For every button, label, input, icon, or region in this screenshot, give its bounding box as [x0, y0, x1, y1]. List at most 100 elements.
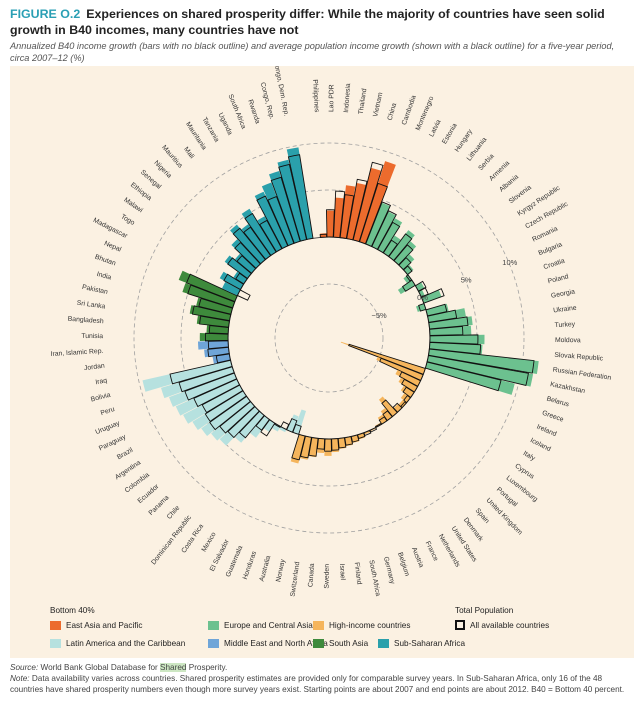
legend-title-bottom40-text: Bottom 40%: [50, 606, 95, 615]
bar-total-india-77: [198, 297, 234, 315]
bar-b40-jordan-71: [204, 347, 230, 358]
bar-b40-tunisia-73: [199, 333, 229, 341]
country-label-congo-rep-93: Congo, Rep.: [259, 82, 275, 121]
country-label-pakistan-76: Pakistan: [81, 284, 108, 296]
bar-total-sri-lanka-75: [199, 315, 230, 328]
bar-total-sweden-49: [324, 438, 332, 452]
bar-total-uruguay-67: [184, 372, 238, 401]
bar-b40-switzerland-51: [308, 437, 319, 458]
country-label-tunisia-73: Tunisia: [81, 333, 103, 340]
legend-item-lac: Latin America and the Caribbean: [50, 639, 185, 648]
country-label-finland-47: Finland: [353, 562, 363, 585]
bar-total-nepal-79: [186, 273, 238, 303]
country-label-romania-18: Romania: [531, 225, 559, 243]
country-label-ireland-31: Ireland: [536, 424, 558, 439]
bar-total-norway-52: [300, 435, 313, 459]
bar-total-brazil-65: [201, 384, 244, 414]
bar-total-ecuador-62: [219, 400, 256, 434]
country-label-china-5: China: [387, 102, 399, 121]
country-label-estonia-9: Estonia: [441, 122, 459, 145]
bar-b40-greece-30: [340, 341, 426, 375]
bar-b40-honduras-54: [292, 409, 307, 435]
country-label-ethiopia-83: Ethiopia: [129, 182, 153, 203]
country-label-india-77: India: [96, 271, 112, 282]
bar-total-paraguay-66: [193, 378, 241, 408]
bar-b40-colombia-63: [201, 396, 251, 437]
legend-label-eap: East Asia and Pacific: [66, 621, 143, 630]
country-label-georgia-22: Georgia: [551, 288, 576, 299]
bar-total-chile-60: [238, 410, 265, 439]
bar-b40-thailand-3: [340, 185, 356, 239]
bar-total-mali-87: [243, 226, 272, 260]
country-label-cyprus-34: Cyprus: [514, 463, 536, 481]
legend-item-sar: South Asia: [313, 639, 368, 648]
country-label-iraq-70: Iraq: [95, 377, 108, 386]
figure-header: FIGURE O.2 Experiences on shared prosperi…: [10, 6, 636, 64]
legend-label-lac: Latin America and the Caribbean: [66, 639, 186, 648]
bar-total-jordan-71: [207, 346, 230, 358]
country-label-poland-21: Poland: [547, 273, 569, 285]
bar-b40-poland-21: [425, 303, 449, 316]
bar-b40-israel-48: [331, 438, 339, 453]
bar-total-rwanda-92: [270, 176, 301, 244]
note-text: Data availability varies across countrie…: [10, 674, 625, 694]
country-label-australia-53: Australia: [259, 555, 273, 583]
bar-b40-iceland-32: [395, 369, 421, 387]
bar-b40-estonia-9: [377, 218, 403, 253]
bar-total-turkey-24: [429, 325, 464, 336]
source-text-highlight: Shared: [160, 663, 187, 672]
ring-label-5: −5%: [371, 311, 387, 320]
country-label-italy-33: Italy: [522, 450, 537, 463]
source-line: Source: World Bank Global Database for S…: [10, 662, 636, 673]
legend-label-mna: Middle East and North Africa: [224, 639, 328, 648]
bar-total-tanzania-89: [259, 219, 283, 253]
bar-b40-pakistan-76: [189, 305, 231, 321]
bar-b40-kyrgyz-republic-16: [397, 280, 416, 295]
country-label-greece-30: Greece: [541, 410, 565, 424]
country-label-tanzania-89: Tanzania: [201, 116, 221, 143]
bar-total-armenia-13: [398, 257, 412, 271]
source-text-pre: World Bank Global Database for: [40, 663, 158, 672]
bar-total-moldova-25: [429, 334, 479, 345]
country-label-south-africa-46: South Africa: [367, 559, 381, 597]
country-label-iran-islamic-rep-72: Iran, Islamic Rep.: [50, 348, 103, 358]
country-label-canada-50: Canada: [307, 563, 316, 587]
country-label-peru-68: Peru: [100, 406, 116, 417]
legend-title-total: Total Population: [455, 606, 513, 615]
bar-total-russian-federation-27: [427, 348, 535, 374]
bar-b40-georgia-22: [427, 308, 466, 323]
legend-item-eca: Europe and Central Asia: [208, 621, 313, 630]
bar-total-indonesia-2: [333, 190, 346, 239]
bar-total-south-africa-91: [267, 196, 295, 247]
bar-b40-finland-47: [338, 437, 346, 449]
country-label-turkey-24: Turkey: [554, 321, 575, 329]
bar-total-australia-53: [291, 433, 306, 461]
country-label-uganda-90: Uganda: [217, 112, 234, 137]
bar-b40-senegal-84: [234, 253, 256, 274]
legend-label-eca: Europe and Central Asia: [224, 621, 313, 630]
bar-b40-nepal-79: [178, 270, 238, 302]
country-label-bolivia-69: Bolivia: [90, 392, 111, 404]
bar-b40-lithuania-11: [388, 230, 415, 261]
bar-b40-argentina-64: [192, 390, 247, 431]
bar-total-bolivia-69: [169, 359, 233, 385]
radial-bar-chart: −5% 0% 5% 10% Philippines Lao PDR Indonesia Tha…: [50, 66, 611, 597]
bar-b40-dominican-republic-59: [250, 415, 270, 438]
bar-b40-russian-federation-27: [428, 349, 539, 374]
figure-title-text: Experiences on shared prosperity differ:…: [10, 7, 605, 37]
country-label-ukraine-23: Ukraine: [553, 305, 577, 315]
bar-b40-bhutan-78: [182, 283, 235, 308]
bar-b40-norway-52: [300, 436, 312, 460]
bar-total-serbia-12: [393, 244, 414, 266]
country-label-albania-14: Albania: [498, 173, 520, 193]
country-label-jordan-71: Jordan: [84, 363, 106, 373]
country-label-honduras-54: Honduras: [242, 550, 259, 581]
bar-total-argentina-64: [204, 390, 247, 423]
bar-b40-latvia-8: [371, 211, 396, 250]
country-label-rwanda-92: Rwanda: [246, 99, 261, 125]
country-label-malawi-82: Malawi: [122, 197, 144, 215]
country-label-brazil-65: Brazil: [116, 446, 135, 461]
bar-b40-bulgaria-19: [421, 289, 442, 304]
bar-b40-uganda-90: [254, 191, 288, 249]
bar-total-congo-dem-rep-94: [287, 154, 314, 240]
